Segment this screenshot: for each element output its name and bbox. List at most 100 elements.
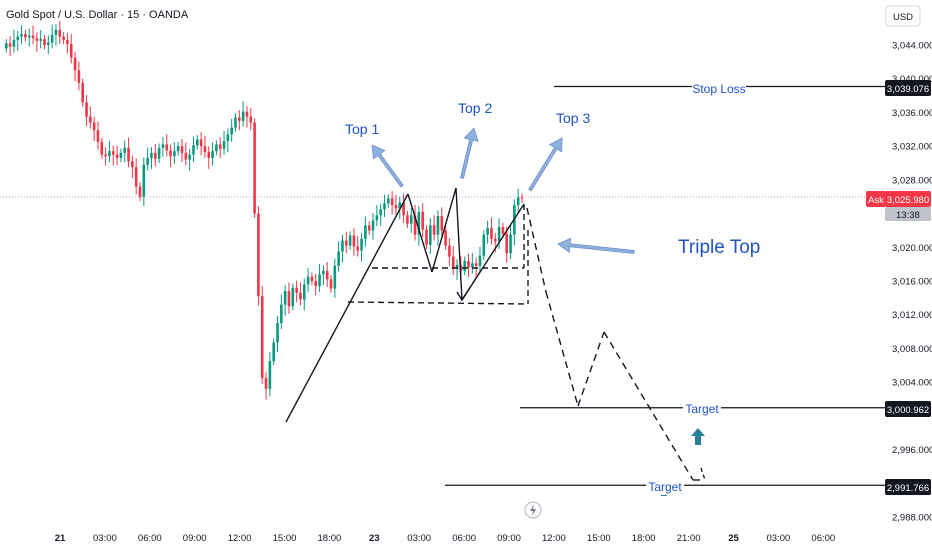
candle-body (283, 291, 287, 305)
candle-body (157, 147, 161, 159)
candle-body (467, 260, 470, 268)
candle-body (394, 205, 398, 209)
svg-text:2,991.766: 2,991.766 (887, 483, 929, 494)
time-tick-label: 18:00 (318, 533, 342, 544)
price-tick-label: 3,028.000 (892, 175, 932, 186)
candle-body (509, 234, 512, 254)
candle-body (230, 127, 233, 135)
price-tick-label: 3,016.000 (892, 277, 932, 288)
candle-body (444, 230, 447, 246)
candle-body (31, 35, 35, 39)
candle-body (153, 152, 157, 159)
candle-body (12, 39, 16, 47)
candle-body (100, 141, 104, 155)
candle-body (356, 246, 360, 251)
ask-price: 3,025.980 (887, 195, 929, 206)
candle-body (96, 130, 100, 142)
candle-body (486, 227, 489, 235)
candle-body (505, 233, 509, 254)
candle-body (490, 227, 493, 239)
candle-body (146, 157, 149, 165)
candle-body (196, 139, 199, 146)
candles[interactable] (5, 21, 524, 400)
top3-arrow-icon (528, 137, 563, 192)
price-tick-label: 3,012.000 (892, 310, 932, 321)
stop-loss-price-tag[interactable]: 3,039.076 (885, 80, 931, 96)
candle-body (5, 43, 8, 49)
candle-body (272, 342, 275, 362)
candle-body (318, 274, 321, 287)
pattern-zigzag-line (431, 187, 457, 273)
candle-body (260, 296, 264, 378)
time-tick-label: 15:00 (587, 533, 611, 544)
price-tick-label: 2,996.000 (892, 445, 932, 456)
candle-body (455, 264, 459, 270)
candle-body (474, 263, 478, 266)
candle-body (39, 39, 42, 41)
candle-body (471, 263, 474, 268)
candle-body (35, 38, 39, 41)
target1-label-bg (683, 401, 721, 417)
candle-body (180, 146, 184, 153)
candle-body (66, 39, 69, 45)
time-tick-label: 25 (728, 533, 739, 544)
chart-title: Gold Spot / U.S. Dollar · 15 · OANDA (6, 9, 189, 21)
pattern-zigzag-line (407, 193, 433, 273)
candle-body (92, 122, 96, 131)
candle-body (58, 29, 62, 37)
lightning-icon[interactable] (524, 501, 542, 519)
candle-body (344, 240, 348, 246)
candle-body (203, 146, 207, 153)
time-tick-label: 18:00 (632, 533, 656, 544)
candle-body (222, 141, 226, 149)
candle-body (478, 255, 482, 266)
target2-price-tag[interactable]: 2,991.766 (885, 479, 931, 495)
target1-price-tag[interactable]: 3,000.962 (885, 401, 931, 417)
bar-countdown: 13:38 (896, 210, 920, 221)
time-axis[interactable]: 21 03:00 06:00 09:00 12:00 15:00 18:00 23 03:00 0… (55, 533, 835, 544)
neckline-2 (347, 301, 529, 305)
candle-body (245, 111, 249, 117)
candle-body (302, 284, 306, 300)
time-tick-label: 06:00 (452, 533, 476, 544)
candle-body (501, 227, 505, 234)
candle-body (367, 225, 371, 231)
candle-body (451, 256, 455, 270)
candle-body (295, 287, 298, 293)
candle-body (333, 265, 337, 289)
candle-body (150, 152, 153, 158)
candle-body (165, 144, 169, 151)
candle-body (348, 235, 352, 246)
candle-body (77, 70, 81, 83)
candle-body (432, 225, 436, 235)
candle-body (81, 82, 84, 103)
ask-price-tag[interactable]: Ask 3,025.980 13:38 (866, 191, 931, 221)
svg-text:3,000.962: 3,000.962 (887, 405, 929, 416)
pattern-label: Triple Top (678, 237, 760, 258)
currency-label: USD (893, 12, 913, 23)
candle-body (463, 260, 466, 271)
candle-body (429, 225, 432, 245)
candle-body (398, 202, 402, 209)
candle-body (62, 36, 65, 40)
candle-body (417, 211, 421, 235)
candle-body (325, 270, 329, 280)
candle-body (234, 117, 237, 128)
candle-body (329, 279, 333, 289)
time-tick-label: 06:00 (811, 533, 835, 544)
candle-body (173, 151, 176, 157)
candle-body (16, 36, 20, 40)
price-tick-label: 3,032.000 (892, 142, 932, 153)
candle-body (364, 225, 367, 239)
candle-body (123, 147, 127, 153)
candle-body (257, 213, 260, 297)
currency-box[interactable] (885, 5, 921, 27)
candle-body (406, 215, 409, 224)
time-tick-label: 15:00 (273, 533, 297, 544)
candle-body (226, 134, 230, 142)
price-axis[interactable]: 3,044.000 3,040.000 3,036.000 3,032.000 3,02… (892, 41, 932, 524)
candle-body (276, 323, 279, 343)
price-tick-label: 3,036.000 (892, 108, 932, 119)
candle-body (264, 377, 268, 389)
